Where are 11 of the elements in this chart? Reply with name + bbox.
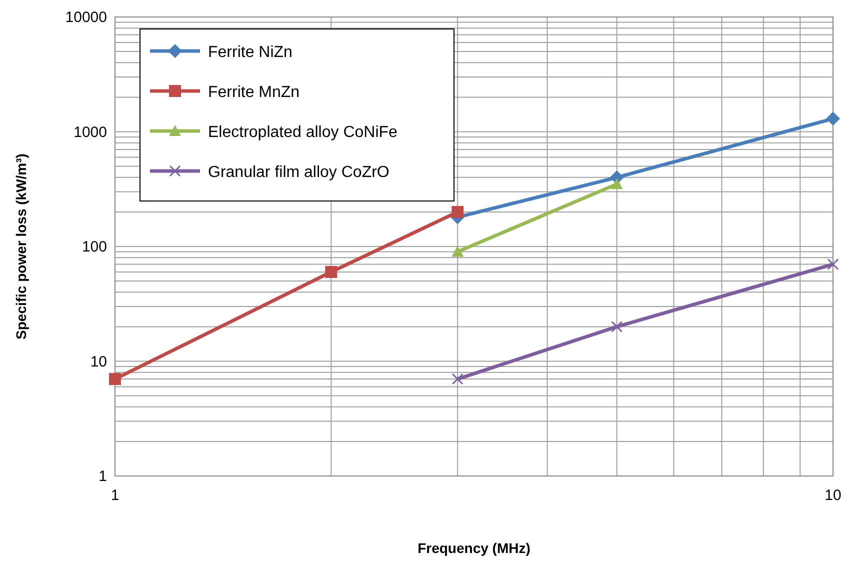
legend-label: Ferrite MnZn <box>208 84 300 101</box>
legend-label: Ferrite NiZn <box>208 44 292 61</box>
y-tick-label: 10 <box>90 353 107 370</box>
y-axis-title: Specific power loss (kW/m³) <box>13 154 29 340</box>
y-tick-label: 1 <box>98 468 107 485</box>
legend-label: Electroplated alloy CoNiFe <box>208 124 398 141</box>
y-tick-label: 1000 <box>74 124 107 141</box>
x-axis-title: Frequency (MHz) <box>418 540 530 556</box>
y-tick-label: 10000 <box>65 9 107 26</box>
y-tick-label: 100 <box>82 238 107 256</box>
legend-label: Granular film alloy CoZrO <box>208 164 390 181</box>
